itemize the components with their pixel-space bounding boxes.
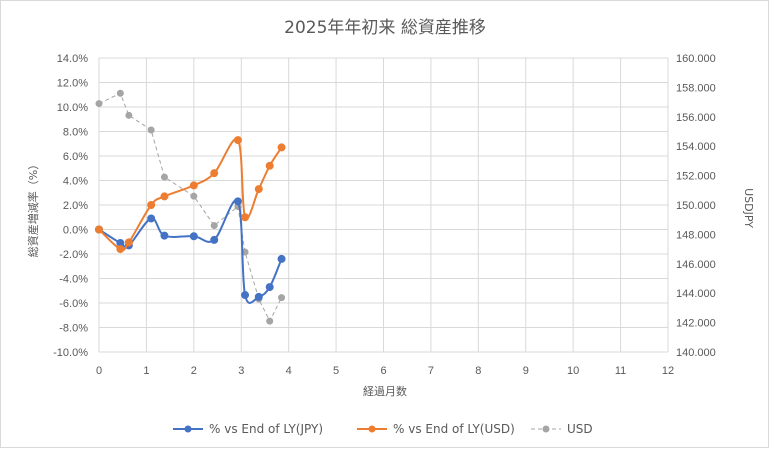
y2-tick-label: 146.000 <box>676 259 716 271</box>
y2-tick-label: 160.000 <box>676 53 716 65</box>
y-tick-label: 0.0% <box>63 225 88 237</box>
x-tick-label: 3 <box>238 365 244 377</box>
data-point-jpy <box>160 231 169 240</box>
legend-label-jpy: % vs End of LY(JPY) <box>209 422 323 436</box>
data-point-usd-pct <box>277 143 286 152</box>
legend-label-usd-pct: % vs End of LY(USD) <box>393 422 515 436</box>
y-tick-label: 12.0% <box>57 78 88 90</box>
series-layer <box>95 89 286 325</box>
y2-tick-label: 148.000 <box>676 229 716 241</box>
x-tick-label: 5 <box>333 365 339 377</box>
y2-tick-label: 144.000 <box>676 288 716 300</box>
data-point-jpy <box>233 197 242 206</box>
data-point-usd <box>210 222 218 230</box>
axis-layer: 14.0% 12.0% 10.0% 8.0% 6.0% 4.0% 2.0% 0.0% -2.0%… <box>53 53 716 377</box>
chart-title: 2025年年初来 総資産推移 <box>284 18 486 38</box>
y-tick-label: -6.0% <box>59 298 88 310</box>
y2-axis-title: USDJPY <box>742 188 755 228</box>
series-line-jpy <box>98 199 283 304</box>
data-point-usd-pct <box>124 238 133 247</box>
x-tick-label: 11 <box>615 365 626 377</box>
y2-tick-label: 140.000 <box>676 347 716 359</box>
data-point-usd <box>116 89 124 97</box>
x-tick-label: 2 <box>191 365 197 377</box>
y2-tick-label: 154.000 <box>676 141 716 153</box>
y2-tick-label: 142.000 <box>676 318 716 330</box>
data-point-usd <box>278 294 286 302</box>
data-point-usd <box>95 100 103 108</box>
data-point-usd <box>160 173 168 181</box>
x-tick-label: 9 <box>523 365 529 377</box>
y2-tick-label: 152.000 <box>676 171 716 183</box>
y-axis-title: 総資産増減率（%） <box>26 159 40 257</box>
y-tick-label: 10.0% <box>57 102 88 114</box>
legend-label-usd: USD <box>567 422 593 436</box>
data-point-usd-pct <box>254 185 263 194</box>
grid-layer <box>98 57 669 353</box>
data-point-usd-pct <box>265 161 274 170</box>
data-point-usd-pct <box>233 136 242 145</box>
x-tick-label: 10 <box>567 365 579 377</box>
x-tick-label: 7 <box>428 365 434 377</box>
y-tick-label: 2.0% <box>63 200 88 212</box>
data-point-jpy <box>189 232 198 241</box>
legend: % vs End of LY(JPY) % vs End of LY(USD) US… <box>173 422 593 436</box>
x-tick-label: 1 <box>143 365 149 377</box>
data-point-usd-pct <box>241 213 250 222</box>
data-point-usd-pct <box>147 201 156 209</box>
y-tick-label: 14.0% <box>57 53 88 65</box>
x-axis-title: 経過月数 <box>363 385 407 398</box>
series-line-usd <box>98 92 283 323</box>
data-point-usd-pct <box>95 225 103 234</box>
legend-marker-jpy <box>184 425 192 433</box>
x-tick-label: 6 <box>380 365 386 377</box>
data-point-jpy <box>241 291 250 300</box>
y-tick-label: -2.0% <box>59 249 88 261</box>
data-point-usd-pct <box>116 245 125 254</box>
y-tick-label: 8.0% <box>63 127 88 139</box>
y2-tick-label: 150.000 <box>676 200 716 212</box>
x-tick-label: 8 <box>475 365 481 377</box>
data-point-jpy <box>147 214 156 223</box>
data-point-usd <box>190 192 198 200</box>
x-tick-label: 4 <box>286 365 292 377</box>
data-point-jpy <box>254 292 263 301</box>
data-point-jpy <box>265 283 274 292</box>
y-tick-label: -4.0% <box>59 274 88 286</box>
y2-tick-label: 156.000 <box>676 112 716 124</box>
data-point-usd <box>125 111 133 119</box>
y-tick-label: 6.0% <box>63 151 88 163</box>
y-tick-label: 4.0% <box>63 176 88 188</box>
data-point-usd <box>266 317 274 325</box>
y-tick-label: -10.0% <box>53 347 88 359</box>
x-tick-label: 12 <box>662 365 674 377</box>
y-tick-label: -8.0% <box>59 323 88 335</box>
y2-tick-label: 158.000 <box>676 82 716 94</box>
data-point-usd-pct <box>160 192 169 201</box>
x-tick-label: 0 <box>96 365 102 377</box>
legend-marker-usd-pct <box>368 425 376 433</box>
data-point-jpy <box>210 235 219 244</box>
data-point-usd <box>147 126 155 134</box>
legend-marker-usd <box>542 425 550 433</box>
data-point-jpy <box>277 254 286 263</box>
data-point-usd-pct <box>210 169 219 178</box>
data-point-usd-pct <box>189 181 198 190</box>
